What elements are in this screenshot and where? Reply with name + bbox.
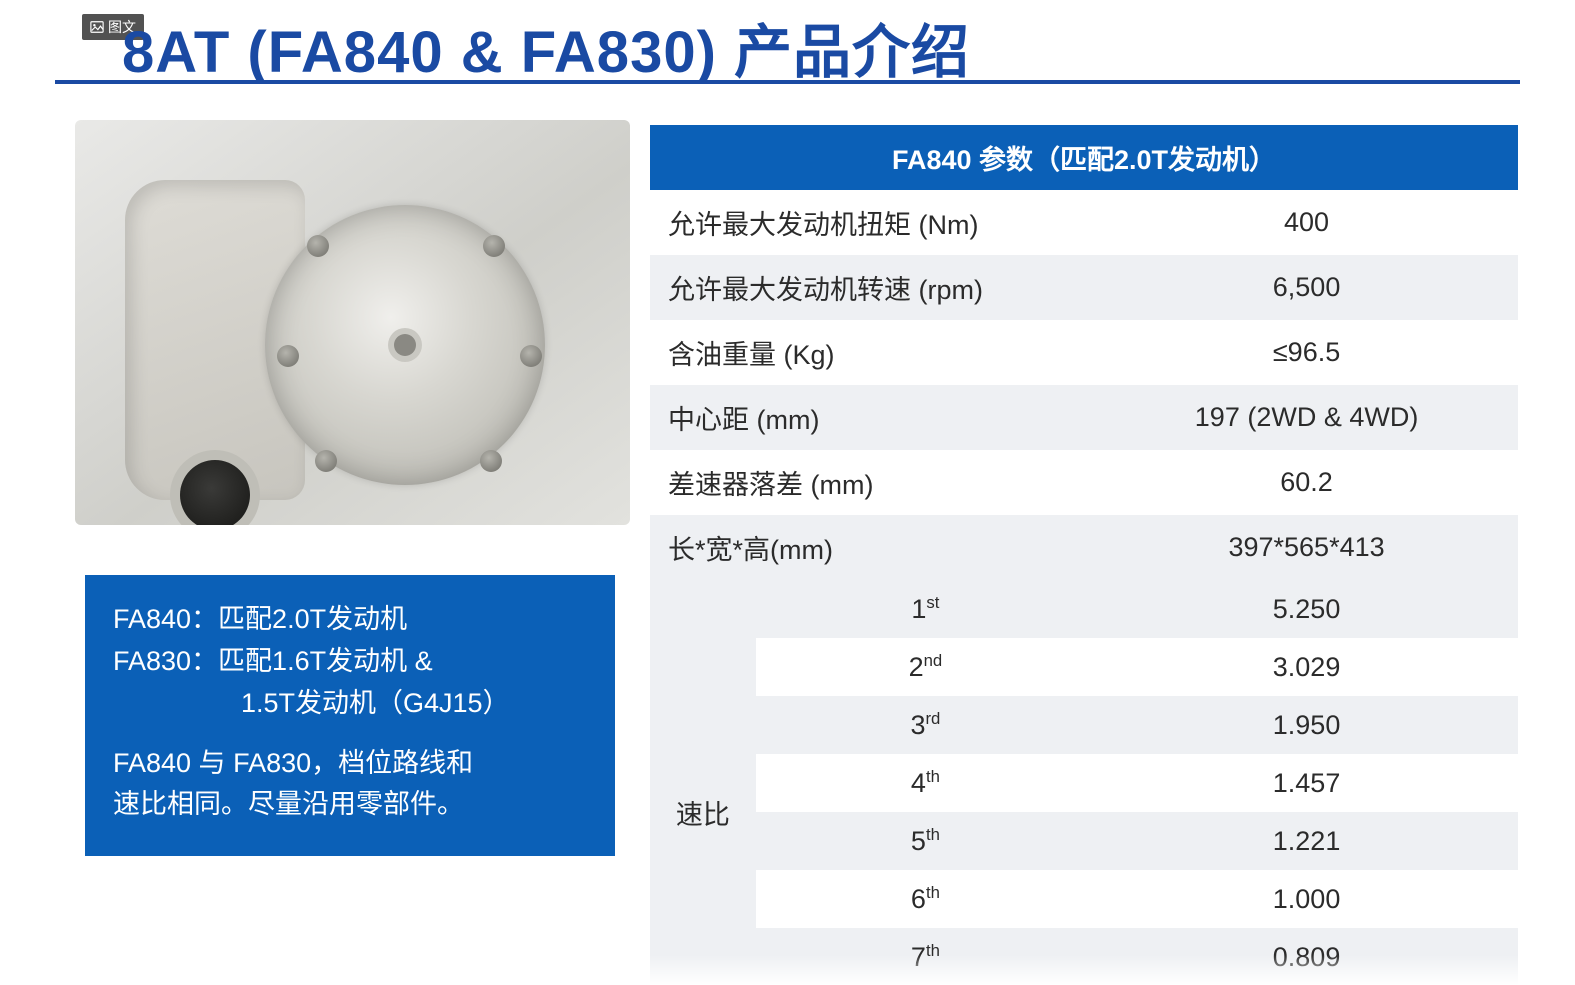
info-line-3: FA840 与 FA830，档位路线和 xyxy=(113,743,587,785)
gear-ordinal: 5th xyxy=(756,812,1095,870)
spec-row: 含油重量 (Kg)≤96.5 xyxy=(650,320,1518,385)
gear-ratio-value: 1.457 xyxy=(1095,754,1518,812)
spec-row: 差速器落差 (mm)60.2 xyxy=(650,450,1518,515)
gear-ratio-row: 4th1.457 xyxy=(650,754,1518,812)
spec-row: 允许最大发动机转速 (rpm)6,500 xyxy=(650,255,1518,320)
gear-ratio-value: 1.221 xyxy=(1095,812,1518,870)
spec-value: 60.2 xyxy=(1095,450,1518,515)
spec-row: 长*宽*高(mm)397*565*413 xyxy=(650,515,1518,580)
gear-ratio-value: 5.250 xyxy=(1095,580,1518,638)
fa840-spec-table: FA840 参数（匹配2.0T发动机） 允许最大发动机扭矩 (Nm)400允许最… xyxy=(650,125,1518,985)
info-line-1: FA840：匹配2.0T发动机 xyxy=(113,599,587,641)
product-variant-info: FA840：匹配2.0T发动机 FA830：匹配1.6T发动机 & 1.5T发动… xyxy=(85,575,615,856)
spec-table-header: FA840 参数（匹配2.0T发动机） xyxy=(650,125,1518,190)
spec-value: 400 xyxy=(1095,190,1518,255)
gear-ratio-value: 1.950 xyxy=(1095,696,1518,754)
crop-fade xyxy=(0,955,1575,985)
gear-ordinal: 1st xyxy=(756,580,1095,638)
gear-ordinal: 2nd xyxy=(756,638,1095,696)
info-line-4: 速比相同。尽量沿用零部件。 xyxy=(113,784,587,826)
gear-ratio-value: 3.029 xyxy=(1095,638,1518,696)
spec-row: 允许最大发动机扭矩 (Nm)400 xyxy=(650,190,1518,255)
spec-value: 6,500 xyxy=(1095,255,1518,320)
gear-ratio-row: 速比1st5.250 xyxy=(650,580,1518,638)
transmission-product-image xyxy=(75,120,630,525)
gear-ratio-row: 2nd3.029 xyxy=(650,638,1518,696)
spec-value: ≤96.5 xyxy=(1095,320,1518,385)
gear-ratio-value: 1.000 xyxy=(1095,870,1518,928)
spec-label: 含油重量 (Kg) xyxy=(650,320,1095,385)
spec-row: 中心距 (mm)197 (2WD & 4WD) xyxy=(650,385,1518,450)
spec-label: 允许最大发动机转速 (rpm) xyxy=(650,255,1095,320)
title-underline xyxy=(55,80,1520,84)
gear-ratio-row: 6th1.000 xyxy=(650,870,1518,928)
image-icon xyxy=(90,20,104,34)
spec-value: 397*565*413 xyxy=(1095,515,1518,580)
gear-ratio-row: 5th1.221 xyxy=(650,812,1518,870)
gear-ordinal: 6th xyxy=(756,870,1095,928)
gear-ratio-row: 3rd1.950 xyxy=(650,696,1518,754)
spec-label: 长*宽*高(mm) xyxy=(650,515,1095,580)
info-line-2b: 1.5T发动机（G4J15） xyxy=(113,683,587,725)
spec-label: 中心距 (mm) xyxy=(650,385,1095,450)
spec-label: 允许最大发动机扭矩 (Nm) xyxy=(650,190,1095,255)
gear-ordinal: 3rd xyxy=(756,696,1095,754)
spec-value: 197 (2WD & 4WD) xyxy=(1095,385,1518,450)
gear-ratio-group-label: 速比 xyxy=(650,580,756,985)
info-line-2: FA830：匹配1.6T发动机 & xyxy=(113,641,587,683)
spec-label: 差速器落差 (mm) xyxy=(650,450,1095,515)
page-title: 8AT (FA840 & FA830) 产品介绍 xyxy=(122,5,970,89)
gear-ordinal: 4th xyxy=(756,754,1095,812)
